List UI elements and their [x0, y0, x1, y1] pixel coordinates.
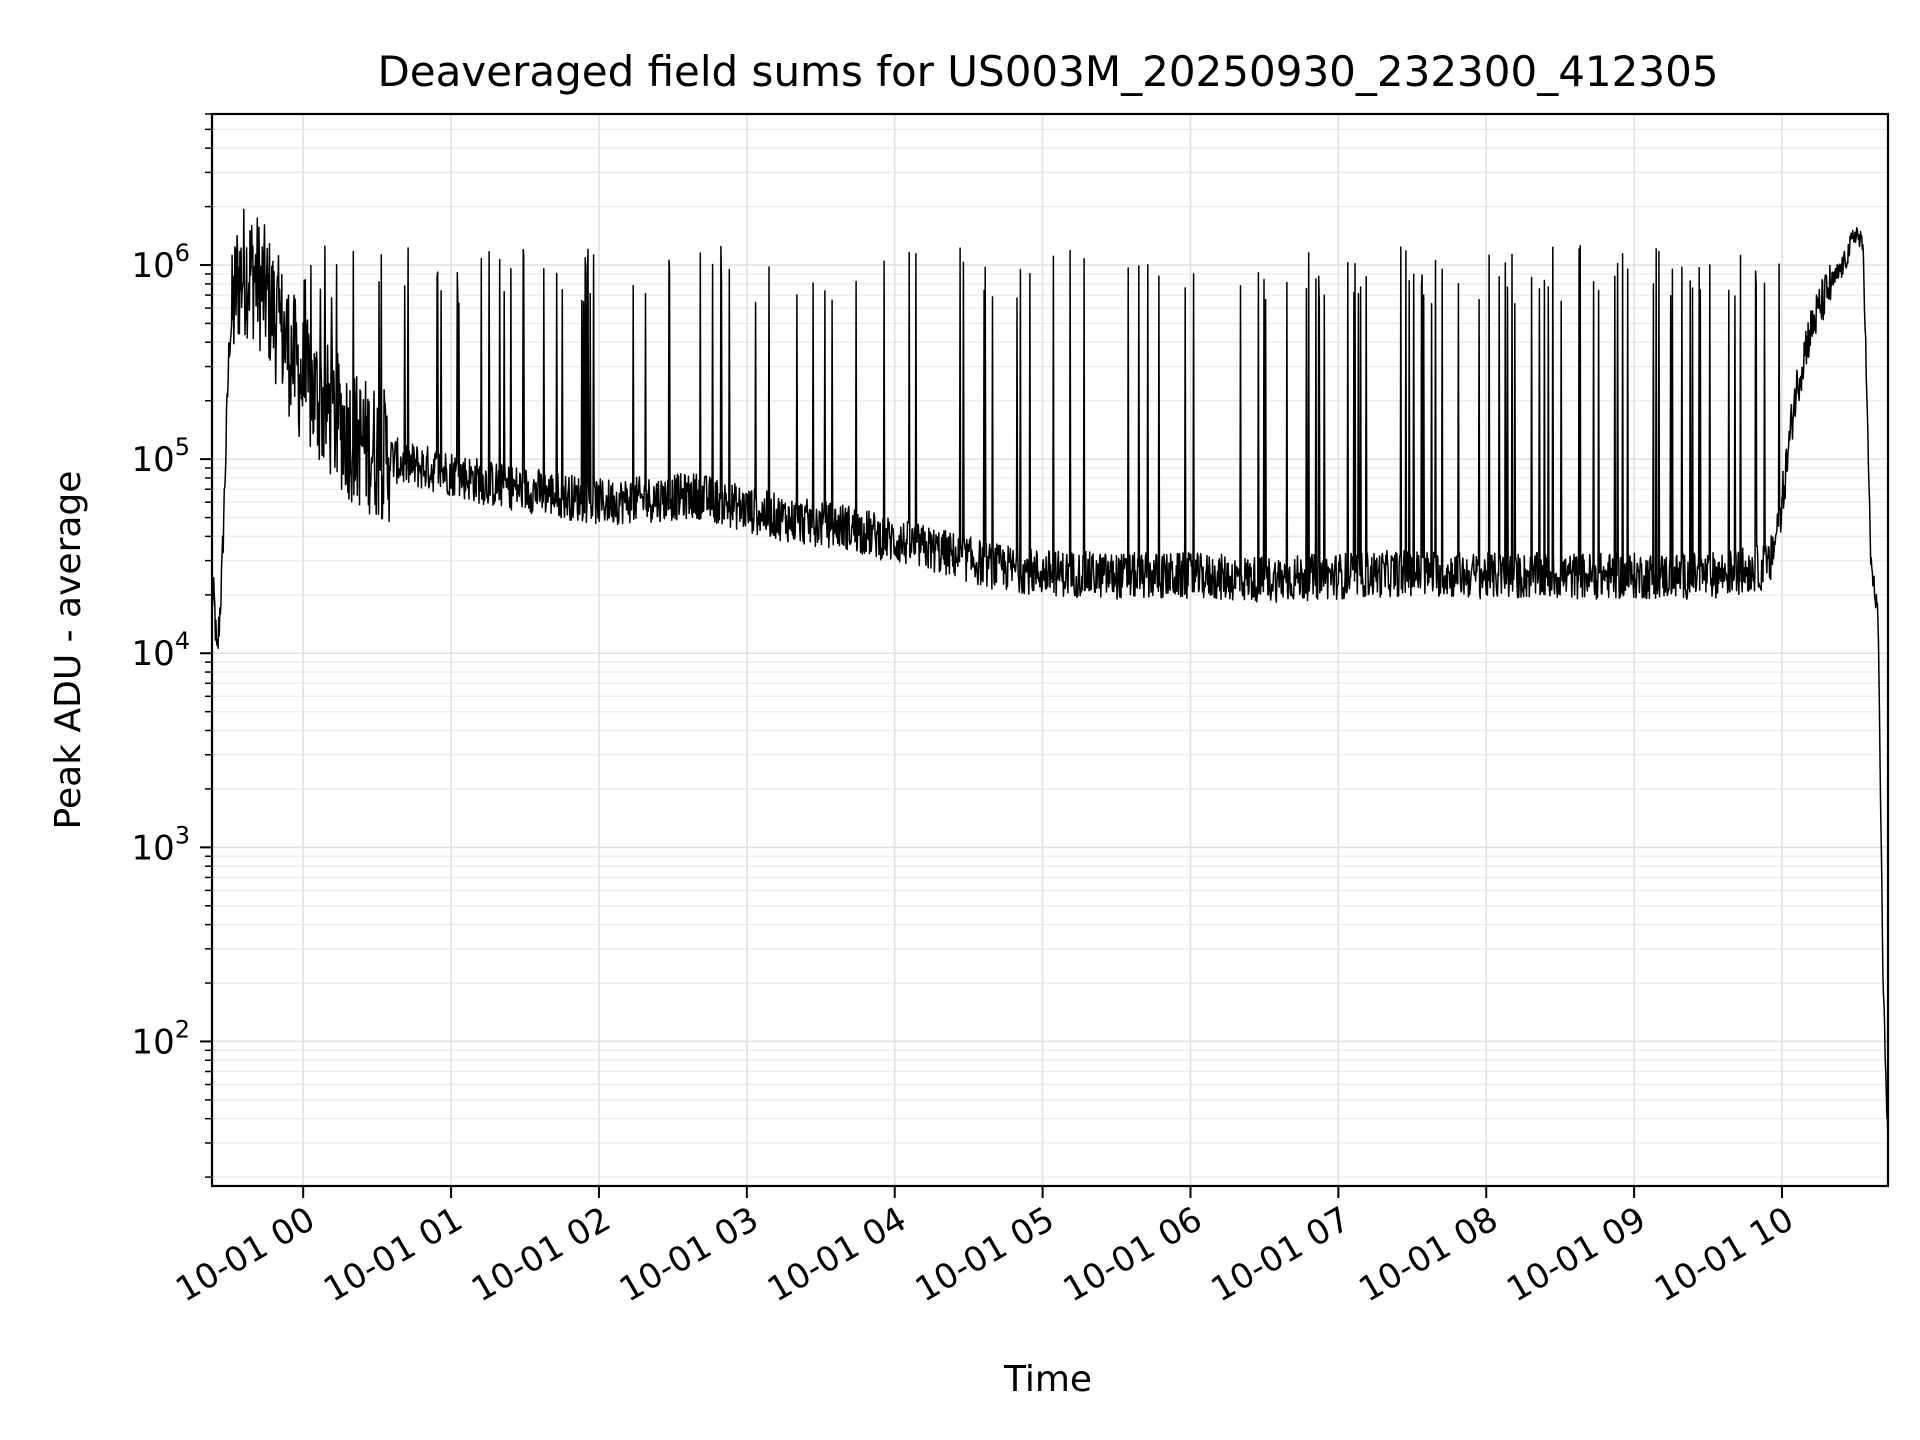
- x-tick-label: 10-01 01: [317, 1199, 469, 1310]
- x-tick-label: 10-01 04: [761, 1199, 913, 1310]
- y-tick-label: 106: [131, 239, 190, 286]
- y-tick-label: 104: [131, 627, 190, 674]
- y-axis-ticks: 102 103 104 105 106: [131, 113, 212, 1178]
- x-tick-label: 10-01 06: [1057, 1199, 1209, 1310]
- x-tick-label: 10-01 09: [1500, 1199, 1652, 1310]
- plot-area: [212, 208, 1888, 1140]
- x-tick-label: 10-01 00: [169, 1199, 321, 1310]
- y-tick-label: 105: [131, 433, 190, 480]
- grid: [212, 113, 1888, 1186]
- plot-frame: [210, 112, 1890, 1188]
- x-tick-label: 10-01 05: [909, 1199, 1061, 1310]
- y-tick-label: 102: [131, 1015, 190, 1062]
- y-axis-label: Peak ADU - average: [48, 471, 89, 830]
- x-tick-label: 10-01 02: [465, 1199, 617, 1310]
- x-tick-label: 10-01 03: [613, 1199, 765, 1310]
- x-tick-label: 10-01 08: [1352, 1199, 1504, 1310]
- chart-title: Deaveraged field sums for US003M_2025093…: [377, 47, 1718, 96]
- x-tick-label: 10-01 07: [1204, 1199, 1356, 1310]
- y-tick-label: 103: [131, 821, 190, 868]
- series-line: [212, 208, 1888, 1140]
- x-axis-label: Time: [1003, 1359, 1092, 1400]
- x-tick-label: 10-01 10: [1648, 1199, 1800, 1310]
